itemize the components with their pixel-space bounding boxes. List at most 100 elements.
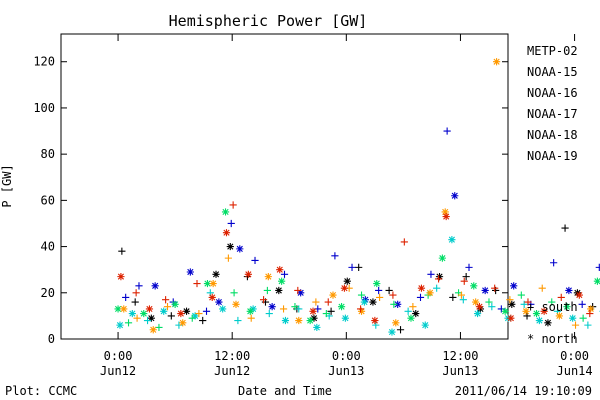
south-marker	[400, 238, 408, 246]
north-marker	[329, 291, 337, 299]
x-tick-label: 0:00	[104, 349, 133, 363]
y-axis: 0 20 40 60 80 100 120	[33, 55, 508, 346]
footer-source: Plot: CCMC	[5, 384, 77, 398]
north-marker	[278, 277, 286, 285]
north-marker	[221, 208, 230, 216]
south-marker	[251, 256, 259, 265]
x-tick-date-label: Jun12	[100, 364, 136, 378]
north-marker	[226, 242, 234, 251]
south-marker	[523, 312, 531, 320]
south-marker	[586, 309, 594, 318]
south-marker	[280, 270, 289, 278]
x-tick-date-label: Jun12	[214, 364, 250, 378]
x-tick-date-label: Jun13	[328, 364, 364, 378]
north-marker	[481, 286, 489, 295]
north-marker	[371, 316, 379, 325]
x-axis-label: Date and Time	[238, 384, 332, 398]
south-marker	[409, 303, 417, 311]
north-marker	[212, 270, 220, 278]
north-marker	[475, 303, 484, 311]
north-marker	[203, 279, 212, 288]
legend-series-label: NOAA-16	[527, 86, 578, 100]
north-marker	[340, 284, 349, 292]
south-marker	[372, 321, 380, 329]
north-marker	[373, 279, 381, 288]
south-marker	[434, 275, 443, 283]
north-marker	[219, 305, 227, 313]
north-marker	[587, 305, 595, 313]
north-marker	[295, 316, 303, 325]
south-marker	[355, 263, 363, 271]
south-marker	[465, 263, 473, 271]
north-marker	[442, 212, 450, 221]
x-tick-label: 12:00	[214, 349, 250, 363]
south-marker	[175, 321, 183, 329]
north-marker	[435, 273, 444, 281]
south-marker	[322, 309, 330, 318]
north-marker	[451, 192, 459, 200]
south-marker	[584, 321, 592, 329]
south-marker	[122, 293, 130, 302]
south-marker	[595, 263, 600, 271]
north-marker	[441, 208, 449, 216]
north-marker	[473, 309, 482, 318]
north-marker	[275, 286, 283, 295]
north-marker	[149, 326, 157, 334]
north-marker	[128, 309, 136, 318]
south-marker	[357, 291, 366, 299]
legend-series-label: NOAA-15	[527, 65, 578, 79]
south-marker	[389, 291, 397, 299]
south-marker	[548, 298, 556, 306]
north-marker	[244, 270, 252, 278]
north-marker	[394, 300, 402, 308]
south-marker	[263, 286, 271, 295]
north-marker	[472, 298, 480, 306]
south-marker	[193, 279, 201, 288]
y-tick-label: 40	[41, 240, 55, 254]
north-marker	[341, 314, 349, 322]
north-marker	[264, 273, 272, 281]
y-tick-label: 120	[33, 55, 55, 69]
south-marker	[524, 298, 532, 306]
south-marker	[356, 305, 365, 313]
south-marker	[578, 300, 586, 308]
north-marker	[246, 307, 254, 315]
legend-series-label: NOAA-18	[527, 128, 578, 142]
north-marker	[177, 309, 185, 318]
north-marker	[593, 277, 600, 285]
south-marker	[247, 314, 255, 322]
south-marker	[390, 300, 398, 308]
north-marker	[501, 307, 509, 315]
legend: METP-02 NOAA-15 NOAA-16 NOAA-17 NOAA-18 NOAA-…	[527, 44, 578, 346]
south-marker	[485, 298, 493, 306]
south-marker	[506, 296, 514, 304]
north-marker	[151, 282, 159, 290]
x-tick-label: 12:00	[442, 349, 478, 363]
south-marker	[118, 247, 126, 255]
y-axis-label: P [GW]	[0, 164, 14, 207]
south-marker	[331, 252, 339, 260]
y-tick-label: 100	[33, 101, 55, 115]
south-marker	[224, 254, 232, 262]
north-marker	[357, 307, 366, 315]
south-marker	[291, 303, 299, 311]
north-marker	[147, 314, 155, 322]
north-marker	[191, 312, 199, 320]
south-marker	[561, 224, 569, 232]
south-marker	[557, 293, 565, 302]
x-axis: 0:00Jun1212:00Jun120:00Jun1312:00Jun130:…	[100, 34, 593, 378]
south-marker	[459, 296, 467, 304]
north-marker	[208, 293, 216, 302]
x-tick-date-label: Jun13	[442, 364, 478, 378]
south-marker	[348, 263, 356, 271]
north-marker	[215, 298, 223, 306]
south-marker	[327, 307, 335, 315]
north-marker	[120, 305, 128, 313]
y-tick-label: 0	[48, 332, 55, 346]
north-marker	[421, 321, 429, 329]
north-marker	[540, 307, 548, 315]
south-marker	[135, 282, 143, 290]
north-marker	[388, 328, 396, 336]
north-marker	[361, 296, 369, 304]
legend-series-label: NOAA-17	[527, 107, 578, 121]
